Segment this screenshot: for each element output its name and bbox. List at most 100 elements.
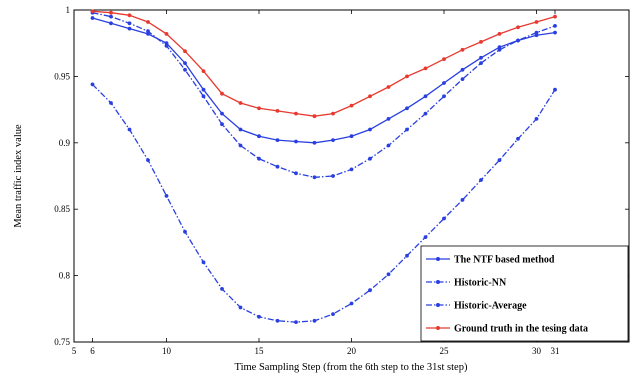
y-tick-label: 0.75 [54,337,70,347]
series-3-point [553,87,557,92]
series-4-point [442,57,446,61]
series-line-1 [92,17,556,144]
series-1-point [201,87,206,92]
series-2-point [386,143,391,148]
legend-label-3: Historic-Average [454,301,527,312]
legend-label-4: Ground truth in the tesing data [454,324,588,335]
series-1-point [127,26,132,31]
series-4-point [405,74,409,79]
series-4-point [497,32,502,36]
series-1-point [294,139,298,144]
series-2-point [183,67,187,72]
series-4-point [146,20,150,24]
x-tick-label: 6 [90,346,95,356]
series-3-point [220,287,224,291]
series-line-4 [92,10,556,117]
legend-marker-2 [436,280,440,284]
series-1-point [405,106,409,111]
series-2-point [349,167,354,172]
series-4-point [534,20,539,24]
series-4-point [238,101,243,105]
y-tick-label: 0.8 [59,271,71,281]
series-2-point [534,30,539,35]
x-tick-label: 20 [347,346,357,356]
series-2-point [442,94,446,99]
series-4-point [164,32,169,36]
series-3-point [423,235,428,240]
series-1-point [312,140,317,145]
series-4-point [257,106,261,111]
series-3-point [479,178,483,182]
x-tick-label: 15 [255,346,265,356]
series-3-point [294,320,298,324]
y-tick-label: 0.9 [59,138,71,148]
series-3-point [109,101,113,105]
series-4-point [386,85,391,89]
series-2-point [109,14,113,19]
legend-marker-3 [436,303,440,307]
series-3-point [201,260,206,265]
series-3-point [534,117,539,121]
legend: The NTF based method Historic-NN Historic-… [420,245,629,342]
legend-marker-4 [436,326,440,330]
series-1-point [460,67,465,72]
series-1-point [109,21,113,26]
series-3-point [349,301,354,306]
series-2-point [553,24,557,28]
series-3-point [405,253,409,258]
y-tick-label: 0.85 [54,204,70,214]
series-1-point [90,16,95,20]
y-tick-label: 0.95 [54,71,70,81]
series-4-point [331,111,335,116]
series-1-point [479,55,483,60]
x-axis-label: Time Sampling Step (from the 6th step to… [235,362,468,373]
series-1-point [386,117,391,121]
series-2-point [238,143,243,148]
legend-label-2: Historic-NN [454,278,507,289]
series-2-point [146,29,150,34]
series-3-point [90,82,95,87]
series-2-point [460,77,465,81]
series-1-point [368,127,372,132]
series-1-point [497,45,502,50]
series-3-point [183,229,187,234]
series-1-point [183,61,187,65]
x-tick-label: 30 [532,346,542,356]
series-1-point [146,32,150,36]
series-2-point [127,21,132,26]
series-3-point [497,158,502,163]
series-3-point [257,314,261,319]
series-4-point [127,13,132,18]
series-2-point [497,47,502,52]
series-2-point [164,44,169,48]
series-4-point [90,9,95,14]
series-3-point [386,272,391,277]
x-tick-label: 5 [72,346,77,356]
series-2-point [312,175,317,180]
series-1-point [349,134,354,139]
y-tick-label: 1 [66,5,71,15]
x-tick-label: 10 [162,346,172,356]
series-2-point [479,61,483,65]
series-3-point [275,318,280,323]
series-3-point [368,288,372,293]
y-axis-label: Mean traffic index value [13,124,24,228]
series-1-point [553,30,557,35]
series-1-point [238,127,243,132]
series-2-point [275,164,280,169]
series-3-point [516,136,520,141]
series-3-point [164,194,169,198]
series-4-point [109,10,113,15]
series-2-point [516,38,520,43]
series-3-point [442,216,446,221]
series-4-point [349,103,354,108]
series-3-point [312,318,317,323]
series-3-point [331,312,335,316]
series-1-point [275,138,280,143]
series-4-point [183,49,187,54]
series-4-point [368,94,372,99]
series-1-point [164,41,169,46]
series-2-point [423,111,428,116]
series-3-point [460,198,465,202]
